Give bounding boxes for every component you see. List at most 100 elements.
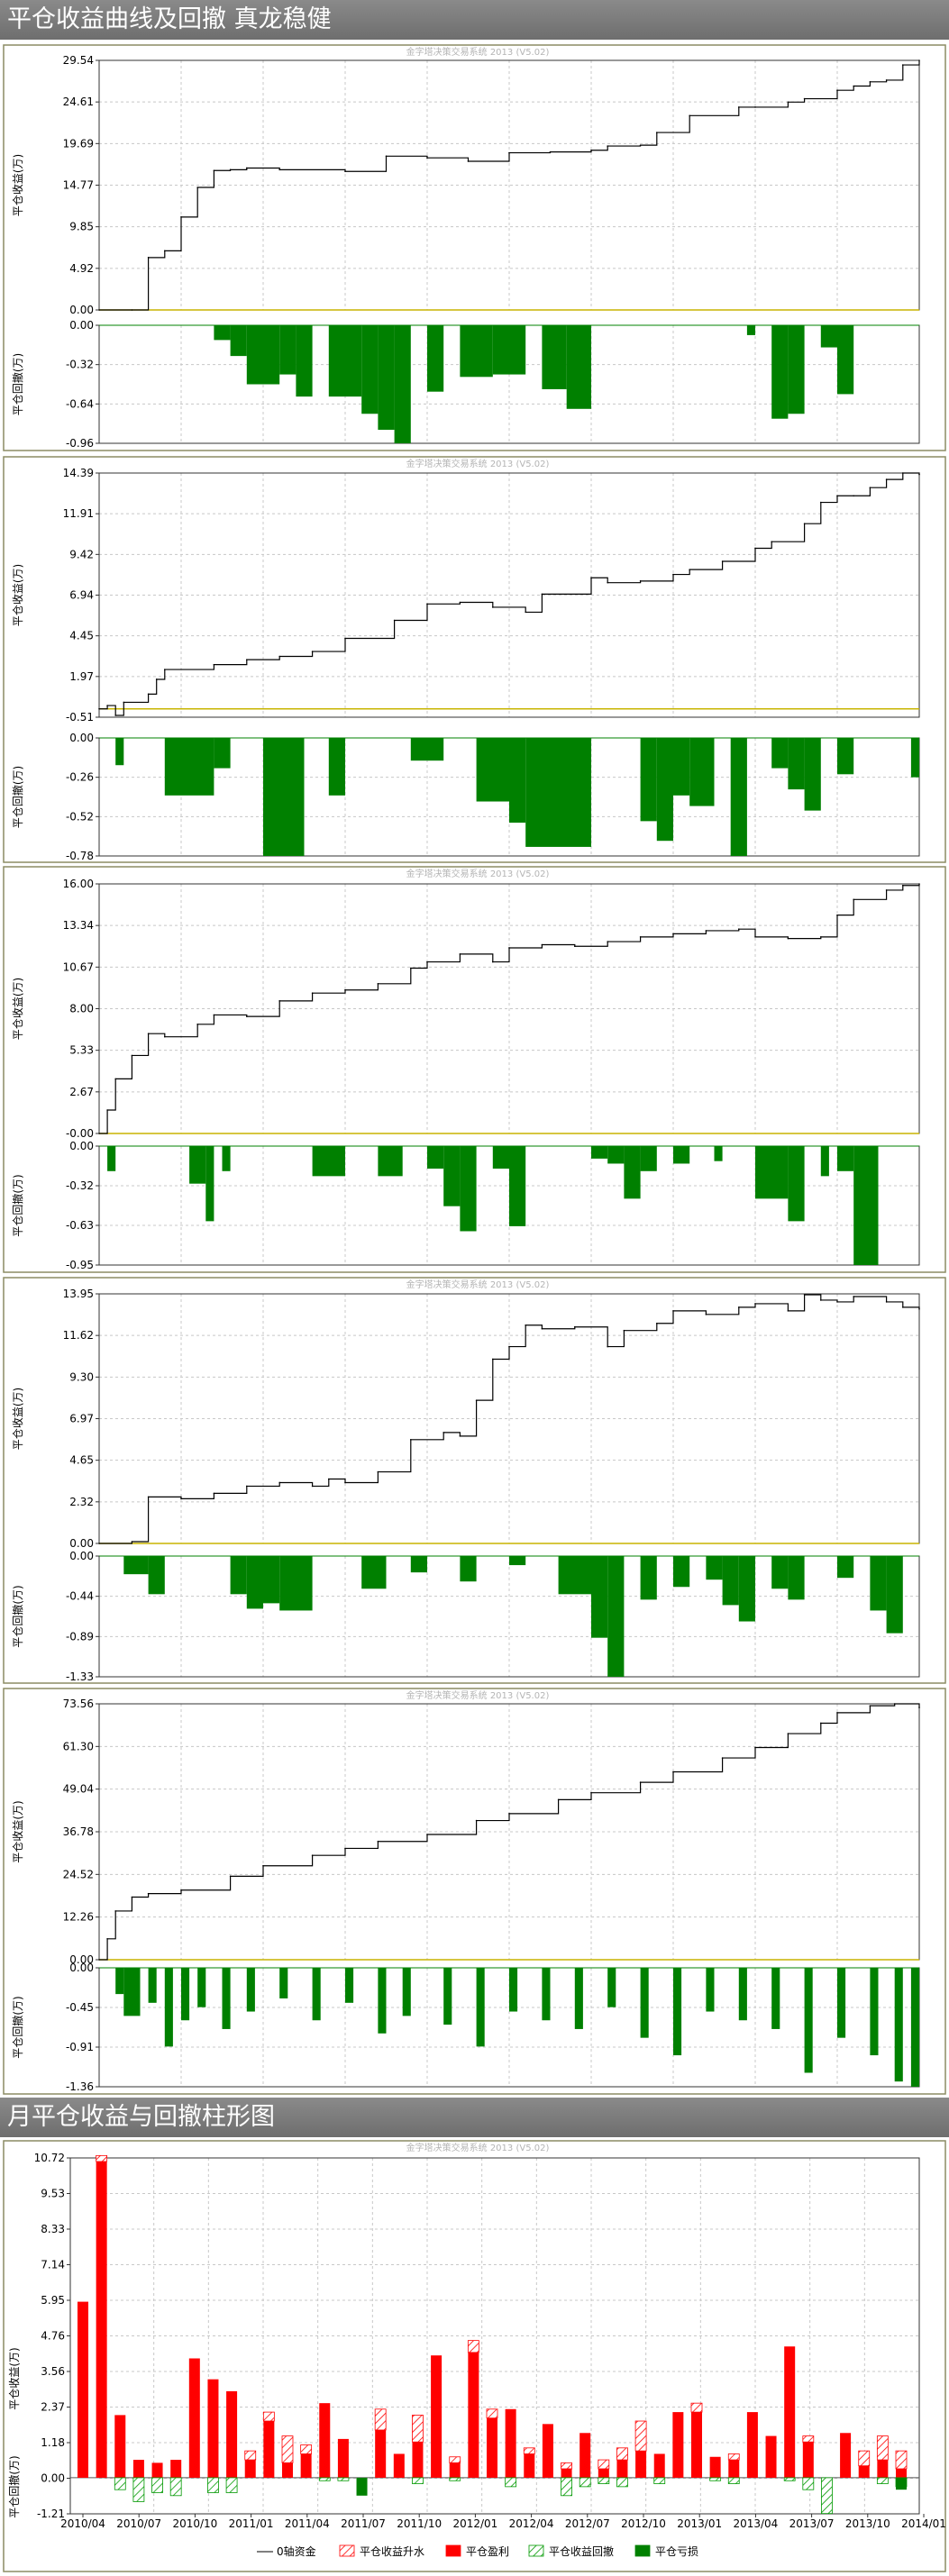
- y-tick-label: 19.69: [63, 137, 94, 150]
- equity-point: [311, 1854, 314, 1856]
- drawdown-bar: [788, 1146, 805, 1222]
- x-tick-label: 2011/10: [397, 2517, 442, 2530]
- y-tick-label: 0.00: [69, 1537, 94, 1550]
- profit-bar: [114, 2415, 126, 2478]
- y-tick-label: 14.77: [63, 179, 94, 192]
- y-tick-label: 2.32: [69, 1496, 94, 1508]
- drawdown-bar: [476, 738, 509, 802]
- drawdown-bar: [460, 325, 493, 378]
- profit-bar: [877, 2460, 889, 2478]
- equity-point: [541, 1327, 543, 1330]
- drawdown-bar: [328, 738, 345, 796]
- equity-point: [180, 1497, 182, 1500]
- equity-point: [607, 145, 608, 147]
- drawdown-bar: [673, 1146, 690, 1164]
- drawdown-bar: [706, 1968, 715, 2012]
- legend-label: 平仓亏损: [655, 2545, 698, 2558]
- legend-label: 平仓收益升水: [360, 2545, 424, 2558]
- equity-point: [787, 937, 789, 940]
- profit-bar: [170, 2460, 182, 2478]
- drawdown-bar: [566, 325, 591, 409]
- drawdown-hatch-bar: [616, 2477, 628, 2488]
- equity-point: [196, 187, 198, 188]
- y-axis-title: 平仓收益(万): [8, 2347, 21, 2409]
- y-tick-label: 2.37: [41, 2401, 65, 2414]
- drawdown-bar: [788, 325, 805, 414]
- drawdown-bar: [804, 1968, 813, 2073]
- drawdown-bar: [771, 738, 789, 769]
- x-tick-label: 2013/01: [677, 2517, 722, 2530]
- y-tick-label: 0.00: [69, 319, 94, 332]
- x-tick-label: 2012/10: [621, 2517, 666, 2530]
- drawdown-bar: [673, 1968, 682, 2056]
- equity-point: [98, 707, 100, 710]
- drawdown-bar: [640, 738, 657, 822]
- drawdown-bar: [115, 738, 124, 766]
- equity-point: [328, 1478, 330, 1480]
- profit-bar: [96, 2161, 107, 2478]
- legend-swatch: [445, 2544, 461, 2557]
- equity-point: [213, 1492, 215, 1495]
- profit-bar: [709, 2456, 721, 2478]
- profit-premium-bar: [727, 2453, 740, 2461]
- equity-point: [656, 1322, 658, 1324]
- drawdown-bar: [378, 1146, 403, 1177]
- y-axis-title: 平仓回撤(万): [11, 1174, 24, 1236]
- profit-bar: [858, 2465, 870, 2478]
- y-axis-title-bottom: 平仓回撤(万): [7, 2455, 21, 2517]
- profit-premium-bar: [616, 2447, 628, 2461]
- drawdown-bar: [214, 738, 231, 769]
- drawdown-bar: [263, 1556, 280, 1604]
- drawdown-bar: [689, 738, 715, 806]
- watermark-text: 金字塔决策交易系统 2013 (V5.02): [406, 46, 550, 58]
- panel-frame: [3, 1277, 946, 1684]
- profit-bar: [449, 2462, 461, 2478]
- equity-point: [344, 1847, 346, 1850]
- equity-point: [549, 150, 552, 153]
- profit-bar: [282, 2462, 293, 2478]
- equity-point: [131, 309, 133, 311]
- y-tick-label: -0.26: [66, 771, 94, 784]
- profit-bar: [691, 2412, 702, 2478]
- profit-premium-bar: [300, 2444, 313, 2454]
- x-tick-label: 2012/04: [509, 2517, 554, 2530]
- drawdown-hatch-bar: [561, 2477, 572, 2497]
- y-axis-title: 平仓回撤(万): [11, 353, 24, 415]
- equity-point: [278, 1481, 281, 1484]
- profit-bar: [765, 2435, 777, 2478]
- drawdown-bar: [870, 1556, 887, 1611]
- profit-bar: [78, 2301, 88, 2478]
- equity-point: [344, 170, 346, 173]
- equity-point: [820, 1299, 822, 1301]
- y-tick-label: 8.00: [69, 1003, 94, 1015]
- y-tick-label: 11.91: [63, 507, 94, 520]
- profit-premium-bar: [412, 2415, 424, 2443]
- equity-point: [607, 1345, 608, 1348]
- y-axis-title: 平仓回撤(万): [11, 1996, 24, 2058]
- equity-point: [893, 1703, 896, 1705]
- drawdown-bar: [509, 1556, 526, 1566]
- drawdown-hatch-bar: [337, 2477, 350, 2481]
- legend-swatch: [339, 2544, 355, 2557]
- drawdown-bar: [214, 325, 231, 341]
- profit-bar: [802, 2442, 814, 2478]
- equity-point: [885, 478, 888, 480]
- drawdown-bar: [788, 1556, 805, 1600]
- drawdown-bar: [222, 1146, 231, 1171]
- drawdown-bar: [738, 1968, 747, 2021]
- equity-point: [672, 1310, 674, 1312]
- drawdown-hatch-bar: [598, 2477, 610, 2484]
- y-tick-label: 13.95: [63, 1288, 94, 1300]
- profit-bar: [375, 2429, 387, 2478]
- equity-point: [754, 1746, 756, 1749]
- profit-premium-bar: [467, 2340, 479, 2353]
- equity-point: [721, 1757, 724, 1759]
- drawdown-bar: [525, 738, 551, 847]
- equity-point: [918, 473, 920, 476]
- y-tick-label: -0.64: [66, 397, 94, 410]
- equity-point: [820, 501, 822, 504]
- panel-frame: [3, 1688, 946, 2095]
- legend-label: 平仓盈利: [466, 2545, 509, 2558]
- drawdown-bar: [714, 1146, 723, 1161]
- equity-point: [475, 1399, 478, 1401]
